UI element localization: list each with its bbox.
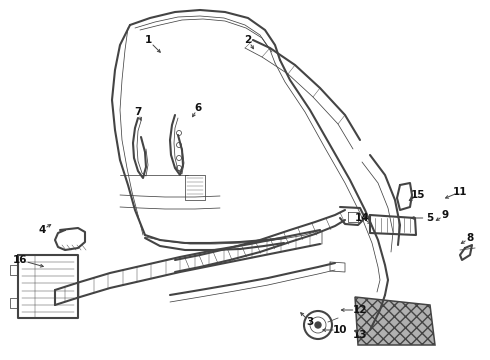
Text: 16: 16: [13, 255, 27, 265]
Polygon shape: [355, 297, 435, 345]
Text: 14: 14: [355, 213, 369, 223]
Text: 11: 11: [453, 187, 467, 197]
Text: 2: 2: [245, 35, 252, 45]
Text: 5: 5: [426, 213, 434, 223]
Text: 3: 3: [306, 317, 314, 327]
Text: 8: 8: [466, 233, 474, 243]
Text: 12: 12: [353, 305, 367, 315]
Text: 7: 7: [134, 107, 142, 117]
Text: 13: 13: [353, 330, 367, 340]
Text: 10: 10: [333, 325, 347, 335]
Text: 4: 4: [38, 225, 46, 235]
Circle shape: [315, 322, 321, 328]
Text: 6: 6: [195, 103, 201, 113]
Text: 1: 1: [145, 35, 151, 45]
Text: 15: 15: [411, 190, 425, 200]
Text: 9: 9: [441, 210, 448, 220]
